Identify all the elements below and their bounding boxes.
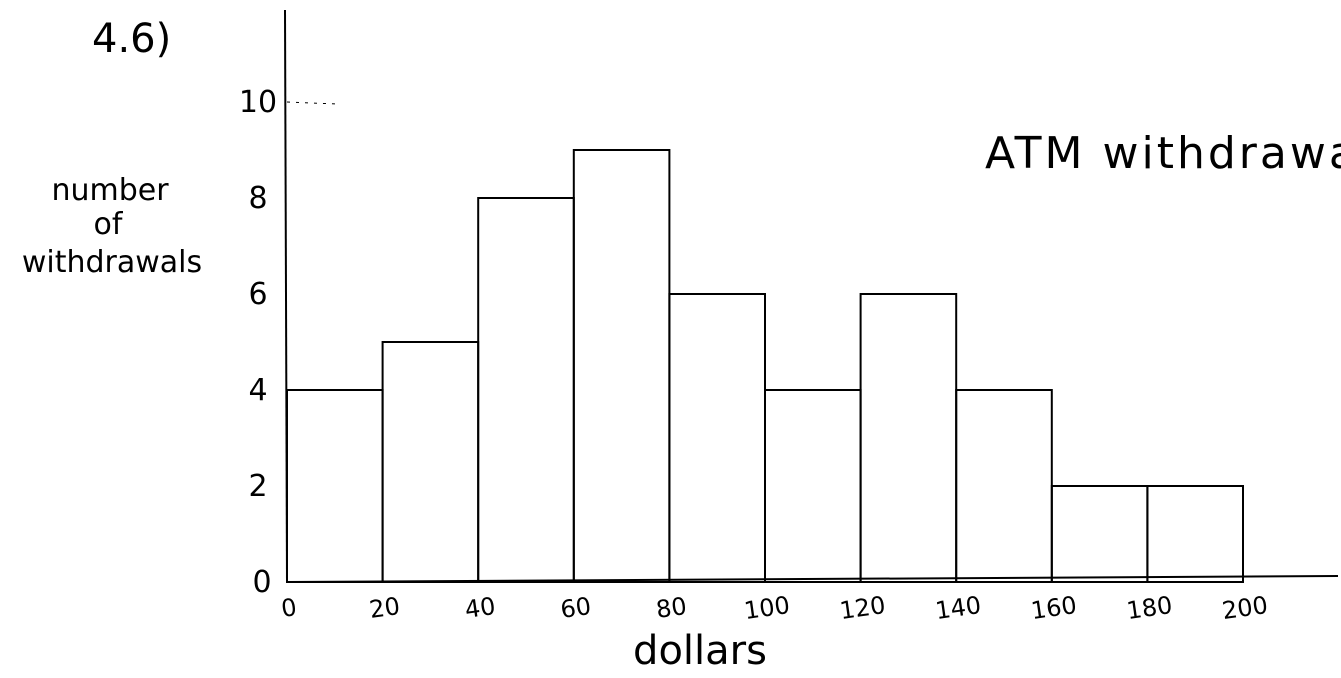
y-tick-label: 2 bbox=[248, 469, 267, 504]
x-tick-label: 0 bbox=[279, 593, 298, 623]
x-tick-label: 40 bbox=[463, 592, 497, 624]
x-tick-label: 180 bbox=[1125, 591, 1174, 625]
x-axis-label: dollars bbox=[633, 628, 767, 674]
y-tick-mark-10 bbox=[286, 101, 338, 105]
x-tick-label: 60 bbox=[559, 592, 593, 624]
histogram-bar bbox=[859, 293, 958, 583]
y-axis-label-line-2: of bbox=[94, 207, 124, 242]
y-axis-label-line-1: number bbox=[51, 173, 169, 208]
x-tick-label: 100 bbox=[742, 591, 791, 625]
x-tick-label: 80 bbox=[654, 592, 688, 624]
x-tick-label: 160 bbox=[1029, 591, 1078, 625]
y-tick-label: 8 bbox=[248, 181, 267, 216]
histogram-bar bbox=[477, 197, 575, 583]
y-tick-label: 10 bbox=[239, 85, 277, 120]
histogram-bar bbox=[764, 389, 862, 583]
histogram-bar bbox=[381, 341, 480, 583]
x-tick-label: 120 bbox=[838, 591, 887, 625]
y-tick-label: 4 bbox=[248, 373, 267, 408]
plot-area: 0 20 40 60 80 100 120 140 160 180 200 0 2 4 6 8 10 bbox=[239, 9, 1339, 625]
histogram-bar bbox=[955, 389, 1053, 583]
histogram-bar bbox=[1146, 485, 1245, 583]
y-axis-label-line-3: withdrawals bbox=[22, 245, 202, 280]
x-tick-label: 140 bbox=[934, 591, 983, 625]
y-tick-label: 0 bbox=[252, 565, 271, 600]
histogram-bar bbox=[1050, 485, 1149, 583]
histogram-bar bbox=[286, 389, 384, 583]
histogram-bar bbox=[572, 149, 671, 583]
problem-label: 4.6) bbox=[92, 16, 171, 62]
chart-title: ATM withdrawals bbox=[985, 128, 1341, 179]
x-tick-label: 200 bbox=[1220, 591, 1269, 625]
x-tick-label: 20 bbox=[368, 592, 402, 624]
histogram-bar bbox=[668, 293, 767, 583]
y-tick-label: 6 bbox=[248, 277, 267, 312]
